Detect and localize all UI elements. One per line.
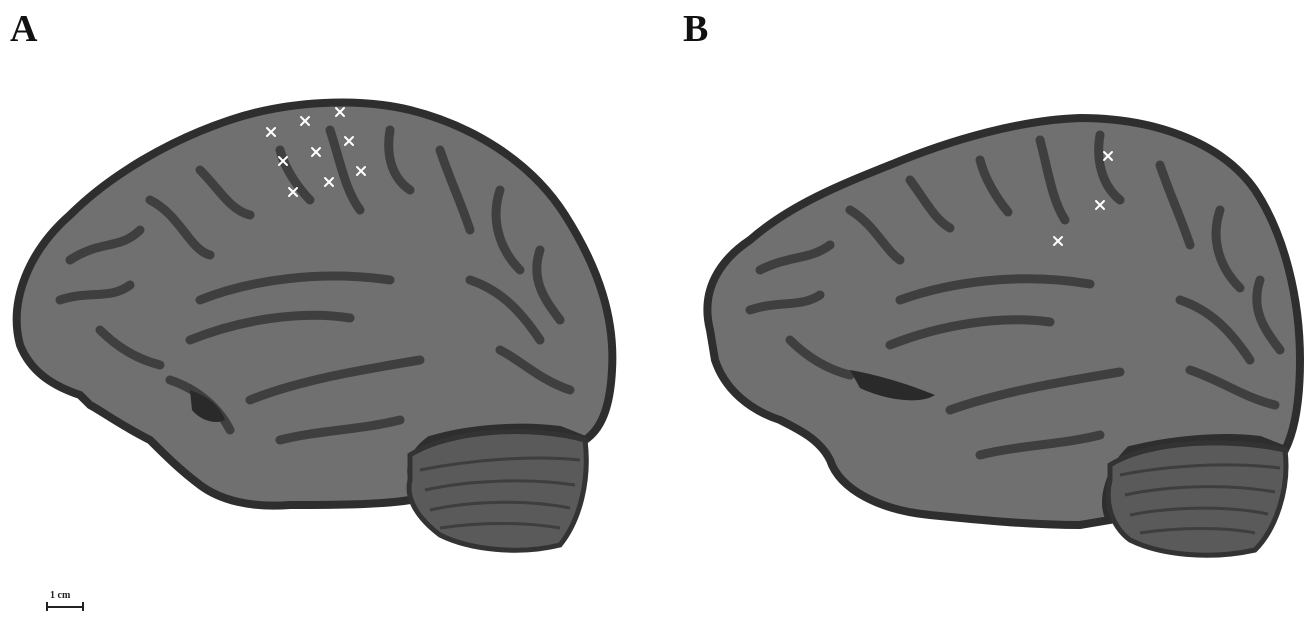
cerebellum-b	[1105, 440, 1289, 558]
marker-x	[311, 147, 321, 157]
scale-bar-tick-right	[82, 602, 84, 611]
marker-x	[1053, 236, 1063, 246]
marker-x	[344, 136, 354, 146]
scale-bar-label: 1 cm	[50, 590, 71, 601]
scale-bar-tick-left	[46, 602, 48, 611]
cerebellum-folia-a	[419, 456, 581, 530]
marker-x	[324, 177, 334, 187]
marker-x	[278, 156, 288, 166]
insula-b	[850, 370, 935, 401]
brain-slice-b-image	[703, 113, 1305, 558]
cerebellum-folia-b	[1119, 463, 1281, 535]
electrode-markers-a	[266, 107, 366, 197]
sulci-a	[55, 125, 575, 445]
marker-x	[266, 127, 276, 137]
scale-bar: 1 cm	[44, 590, 88, 620]
panel-label-b: B	[683, 8, 709, 50]
marker-x	[1095, 200, 1105, 210]
brain-slice-b	[680, 0, 1313, 624]
marker-x	[300, 116, 310, 126]
marker-x	[288, 187, 298, 197]
brain-slice-a	[0, 0, 640, 624]
marker-x	[335, 107, 345, 117]
scale-bar-line	[46, 606, 84, 608]
panel-label-a: A	[10, 8, 38, 50]
insula-a	[190, 390, 225, 422]
cerebellum-a	[406, 429, 589, 553]
sulci-b	[745, 130, 1285, 460]
brain-slice-a-image	[12, 98, 617, 553]
marker-x	[356, 166, 366, 176]
marker-x	[1103, 151, 1113, 161]
electrode-markers-b	[1053, 151, 1113, 246]
